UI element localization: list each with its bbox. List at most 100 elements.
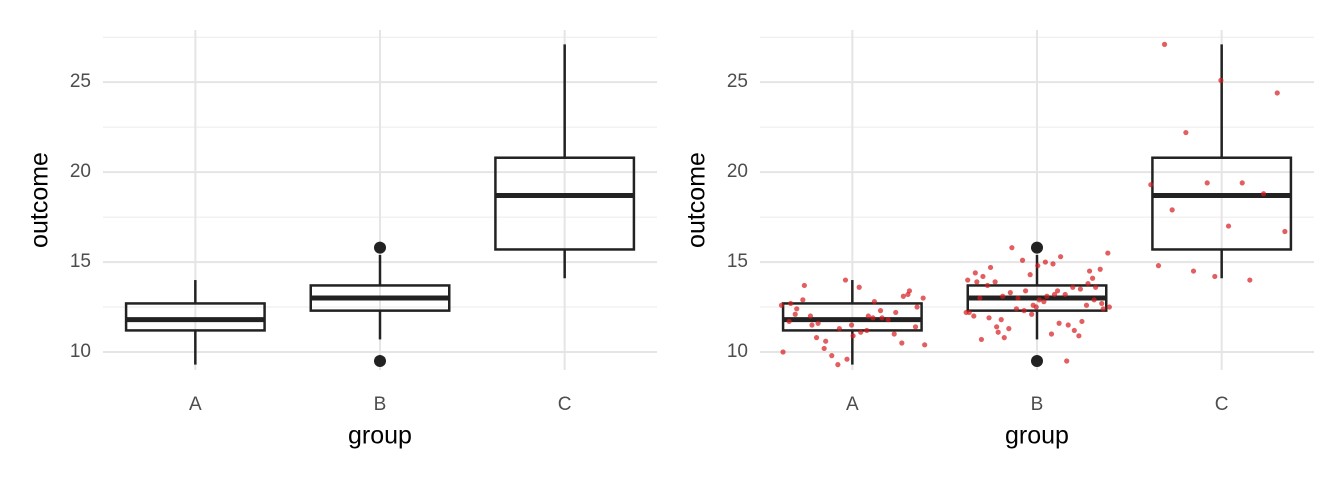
jitter-point (1062, 291, 1068, 298)
jitter-point (813, 335, 820, 341)
jitter-point (980, 273, 986, 280)
jitter-point (1076, 333, 1082, 339)
outlier (374, 355, 386, 368)
jitter-point (1085, 281, 1091, 287)
jitter-point (1021, 308, 1027, 314)
jitter-point (792, 311, 798, 317)
jitter-point (1013, 306, 1020, 312)
jitter-point (870, 315, 876, 321)
jitter-point (842, 277, 849, 283)
jitter-point (1051, 291, 1058, 298)
y-tick-label: 25 (70, 71, 91, 92)
jitter-point (864, 327, 870, 334)
jitter-point (1015, 295, 1021, 301)
jitter-point (788, 300, 794, 307)
x-tick-label: C (558, 394, 572, 415)
jitter-point (823, 338, 829, 344)
y-tick-label: 10 (727, 341, 748, 362)
jitter-point (1212, 273, 1218, 280)
jitter-point (891, 331, 897, 337)
jitter-point (998, 317, 1004, 323)
jitter-point (871, 299, 878, 305)
jitter-point (1048, 331, 1055, 337)
jitter-point (1041, 299, 1047, 305)
jitter-point (835, 362, 841, 368)
x-tick-label: C (1215, 394, 1229, 415)
jitter-point (1007, 290, 1013, 296)
jitter-point (1070, 284, 1076, 290)
jitter-point (885, 317, 891, 323)
jitter-point (1086, 268, 1093, 274)
jitter-point (899, 340, 905, 346)
jitter-point (1029, 311, 1035, 317)
jitter-point (1106, 304, 1112, 310)
y-tick-label: 10 (70, 341, 91, 362)
y-axis-title: outcome (26, 152, 54, 248)
jitter-point (971, 313, 977, 319)
x-axis-title: group (348, 422, 412, 450)
outlier (1031, 355, 1043, 368)
jitter-point (1274, 90, 1280, 96)
jitter-point (966, 309, 972, 316)
jitter-point (1019, 257, 1026, 263)
jitter-point (984, 282, 991, 289)
x-tick-label: A (846, 394, 859, 415)
jitter-point (1058, 254, 1064, 260)
jitter-point (912, 324, 919, 330)
jitter-point (978, 336, 985, 343)
jitter-point (965, 277, 971, 283)
jitter-point (914, 304, 920, 310)
jitter-point (1044, 293, 1050, 299)
jitter-point (974, 279, 980, 285)
jitter-point (1022, 288, 1029, 294)
jitter-point (850, 333, 856, 339)
jitter-point (1148, 182, 1154, 188)
y-tick-label: 15 (70, 251, 91, 272)
jitter-point (992, 279, 998, 285)
jitter-point (1155, 263, 1162, 269)
jitter-point (856, 284, 862, 290)
jitter-point (836, 326, 842, 332)
jitter-point (1000, 293, 1006, 299)
jitter-point (1247, 277, 1253, 283)
jitter-point (1027, 272, 1033, 278)
jitter-point (1064, 358, 1070, 364)
jitter-point (877, 308, 884, 314)
y-tick-label: 15 (727, 251, 748, 272)
jitter-point (1089, 275, 1096, 281)
jitter-point (1035, 263, 1041, 269)
jitter-point (1169, 207, 1175, 213)
jitter-point (780, 349, 786, 355)
jitter-point (1204, 180, 1210, 186)
jitter-point (844, 356, 850, 362)
jitter-point (794, 306, 800, 312)
jitter-point (893, 309, 899, 316)
jitter-point (786, 318, 792, 325)
jitter-point (1077, 286, 1084, 292)
outlier (374, 241, 386, 254)
jitter-point (1036, 297, 1042, 303)
jitter-point (1100, 306, 1106, 312)
x-axis-title: group (1005, 422, 1069, 450)
jitter-point (809, 322, 815, 328)
jitter-point (1065, 322, 1071, 328)
jitter-point (922, 342, 928, 348)
jitter-point (1030, 302, 1036, 308)
y-axis-title: outcome (683, 152, 711, 248)
jitter-point (1260, 191, 1267, 197)
jitter-point (972, 270, 978, 276)
y-tick-label: 25 (727, 71, 748, 92)
jitter-point (1097, 266, 1103, 272)
jitter-point (1190, 268, 1197, 274)
jitter-point (1083, 302, 1090, 308)
box (781, 302, 923, 332)
jitter-point (1054, 288, 1061, 294)
y-tick-label: 20 (70, 161, 91, 182)
jitter-point (986, 315, 992, 321)
jitter-point (1183, 129, 1189, 136)
jitter-point (1001, 335, 1007, 341)
jitter-point (1225, 223, 1232, 229)
jitter-point (977, 295, 983, 301)
